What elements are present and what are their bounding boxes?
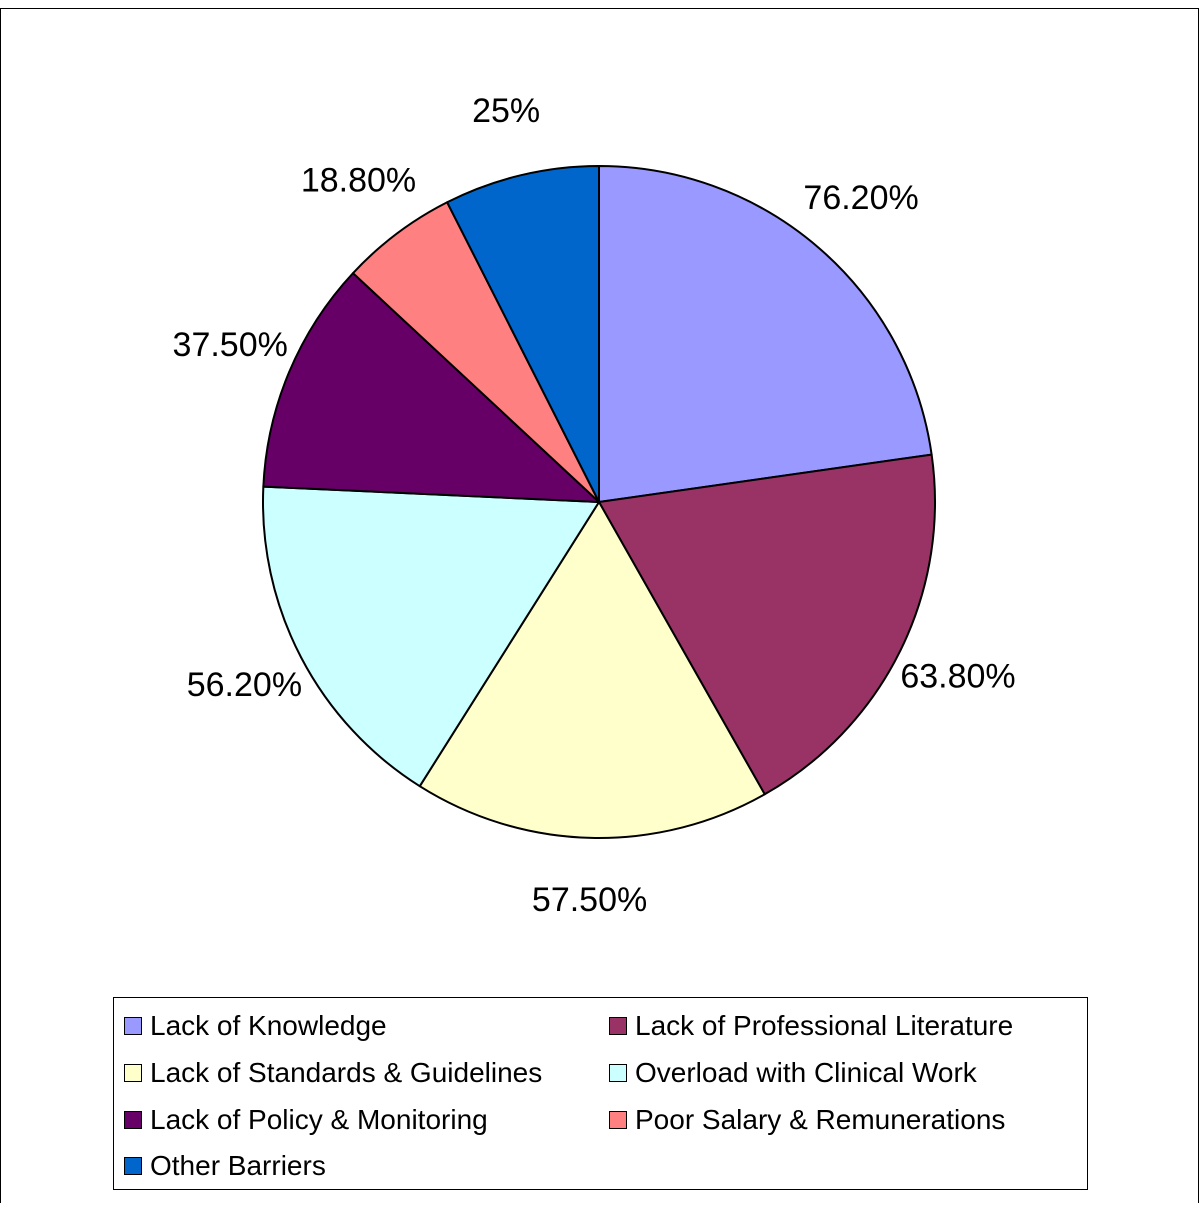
slice-data-label: 37.50%: [173, 326, 288, 364]
legend: Lack of Knowledge Lack of Professional L…: [113, 997, 1088, 1190]
legend-swatch: [124, 1017, 142, 1035]
chart-frame: [0, 8, 1199, 1203]
legend-item-lack-of-policy-monitoring: Lack of Policy & Monitoring: [124, 1100, 488, 1140]
pie-slice-4: [262, 272, 600, 503]
legend-item-overload-with-clinical-work: Overload with Clinical Work: [609, 1053, 977, 1093]
legend-swatch: [124, 1157, 142, 1175]
pie-slice-0: [598, 165, 933, 503]
legend-label: Other Barriers: [150, 1150, 326, 1181]
legend-label: Lack of Policy & Monitoring: [150, 1104, 488, 1135]
legend-swatch: [609, 1017, 627, 1035]
pie-slice-1: [598, 453, 936, 796]
pie-slice-2: [418, 501, 766, 839]
slice-data-label: 63.80%: [900, 657, 1015, 695]
pie-slice-6: [446, 165, 600, 503]
slice-data-label: 57.50%: [532, 881, 647, 919]
legend-label: Lack of Knowledge: [150, 1010, 387, 1041]
legend-label: Lack of Standards & Guidelines: [150, 1057, 543, 1088]
slice-data-label: 25%: [472, 92, 540, 130]
legend-label: Lack of Professional Literature: [635, 1010, 1014, 1041]
slice-data-label: 18.80%: [301, 161, 416, 199]
legend-swatch: [609, 1064, 627, 1082]
legend-item-other-barriers: Other Barriers: [124, 1146, 326, 1186]
slice-data-label: 76.20%: [803, 179, 918, 217]
legend-swatch: [124, 1111, 142, 1129]
legend-item-lack-of-standards-guidelines: Lack of Standards & Guidelines: [124, 1053, 542, 1093]
legend-swatch: [609, 1111, 627, 1129]
slice-data-label: 56.20%: [187, 666, 302, 704]
legend-swatch: [124, 1064, 142, 1082]
legend-item-lack-of-knowledge: Lack of Knowledge: [124, 1006, 387, 1046]
legend-item-poor-salary-remunerations: Poor Salary & Remunerations: [609, 1100, 1005, 1140]
legend-item-lack-of-professional-literature: Lack of Professional Literature: [609, 1006, 1013, 1046]
pie-slice-3: [261, 485, 600, 788]
legend-label: Overload with Clinical Work: [635, 1057, 977, 1088]
legend-label: Poor Salary & Remunerations: [635, 1104, 1006, 1135]
